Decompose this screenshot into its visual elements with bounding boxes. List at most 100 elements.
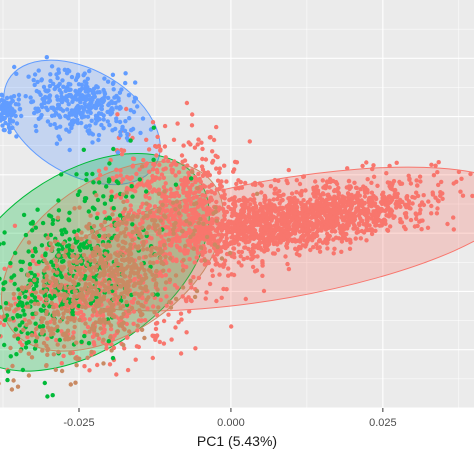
- scatter-point: [305, 200, 310, 205]
- scatter-point: [291, 226, 296, 232]
- scatter-point: [82, 101, 87, 106]
- scatter-point: [43, 251, 48, 256]
- scatter-point: [209, 242, 214, 247]
- scatter-point: [260, 260, 265, 266]
- scatter-point: [245, 255, 250, 260]
- scatter-point: [68, 315, 74, 320]
- scatter-point: [29, 270, 34, 276]
- scatter-point: [40, 330, 45, 335]
- scatter-point: [138, 281, 143, 286]
- scatter-point: [394, 160, 399, 165]
- scatter-point: [148, 269, 153, 274]
- scatter-point: [426, 199, 431, 204]
- scatter-point: [398, 217, 403, 222]
- scatter-point: [154, 281, 159, 286]
- scatter-point: [93, 303, 99, 308]
- scatter-point: [96, 168, 102, 173]
- scatter-point: [17, 295, 22, 300]
- scatter-point: [418, 207, 423, 213]
- scatter-point: [63, 249, 68, 254]
- scatter-point: [112, 333, 117, 338]
- scatter-point: [327, 185, 332, 190]
- scatter-point: [28, 95, 33, 100]
- scatter-point: [223, 244, 229, 250]
- scatter-point: [125, 256, 131, 261]
- scatter-point: [207, 281, 213, 287]
- scatter-point: [410, 201, 415, 206]
- scatter-point: [194, 215, 200, 220]
- scatter-point: [161, 268, 166, 273]
- scatter-point: [250, 231, 255, 236]
- scatter-point: [86, 209, 92, 214]
- scatter-point: [187, 309, 192, 314]
- scatter-point: [54, 338, 59, 343]
- scatter-point: [137, 177, 142, 182]
- scatter-point: [93, 103, 99, 109]
- scatter-point: [234, 160, 240, 165]
- scatter-point: [39, 308, 44, 313]
- scatter-point: [71, 97, 76, 102]
- scatter-point: [26, 284, 32, 290]
- scatter-point: [197, 237, 203, 242]
- scatter-point: [33, 123, 38, 129]
- scatter-point: [66, 218, 72, 223]
- scatter-point: [266, 242, 272, 247]
- scatter-point: [325, 205, 330, 210]
- scatter-point: [243, 218, 248, 223]
- scatter-point: [59, 274, 64, 280]
- scatter-point: [140, 225, 145, 230]
- scatter-point: [243, 202, 248, 207]
- scatter-point: [83, 305, 88, 310]
- scatter-point: [168, 187, 173, 192]
- scatter-point: [37, 324, 43, 329]
- scatter-point: [389, 212, 394, 217]
- scatter-point: [175, 121, 180, 126]
- scatter-point: [194, 288, 200, 294]
- scatter-point: [30, 311, 35, 317]
- scatter-point: [470, 193, 474, 199]
- scatter-point: [156, 191, 162, 196]
- scatter-point: [55, 324, 60, 329]
- scatter-point: [251, 249, 256, 254]
- scatter-point: [185, 208, 190, 213]
- scatter-point: [118, 305, 123, 310]
- scatter-point: [417, 219, 422, 224]
- scatter-point: [106, 289, 112, 295]
- scatter-point: [187, 221, 193, 226]
- scatter-point: [216, 232, 221, 237]
- scatter-point: [358, 187, 363, 192]
- scatter-point: [116, 253, 121, 258]
- scatter-point: [130, 222, 135, 227]
- scatter-point: [429, 211, 434, 216]
- scatter-point: [22, 312, 27, 317]
- scatter-point: [12, 109, 17, 114]
- scatter-point: [120, 268, 126, 274]
- scatter-point: [36, 294, 41, 300]
- scatter-point: [412, 195, 417, 200]
- scatter-point: [107, 216, 113, 221]
- scatter-point: [305, 213, 310, 218]
- scatter-point: [116, 278, 121, 283]
- scatter-point: [127, 249, 132, 254]
- scatter-point: [17, 107, 23, 112]
- scatter-point: [222, 262, 227, 267]
- scatter-point: [151, 304, 156, 309]
- scatter-point: [93, 268, 99, 273]
- scatter-point: [26, 339, 31, 345]
- scatter-point: [91, 278, 96, 284]
- scatter-point: [99, 281, 105, 286]
- scatter-point: [29, 99, 34, 105]
- scatter-point: [268, 223, 274, 229]
- scatter-point: [66, 116, 71, 121]
- scatter-point: [59, 306, 64, 311]
- scatter-point: [303, 188, 308, 193]
- scatter-point: [71, 118, 76, 123]
- scatter-point: [90, 313, 95, 318]
- scatter-point: [69, 74, 75, 80]
- scatter-point: [13, 327, 18, 332]
- scatter-point: [79, 236, 84, 242]
- scatter-point: [35, 207, 40, 212]
- scatter-point: [198, 197, 203, 202]
- scatter-point: [30, 228, 35, 233]
- scatter-point: [173, 173, 178, 178]
